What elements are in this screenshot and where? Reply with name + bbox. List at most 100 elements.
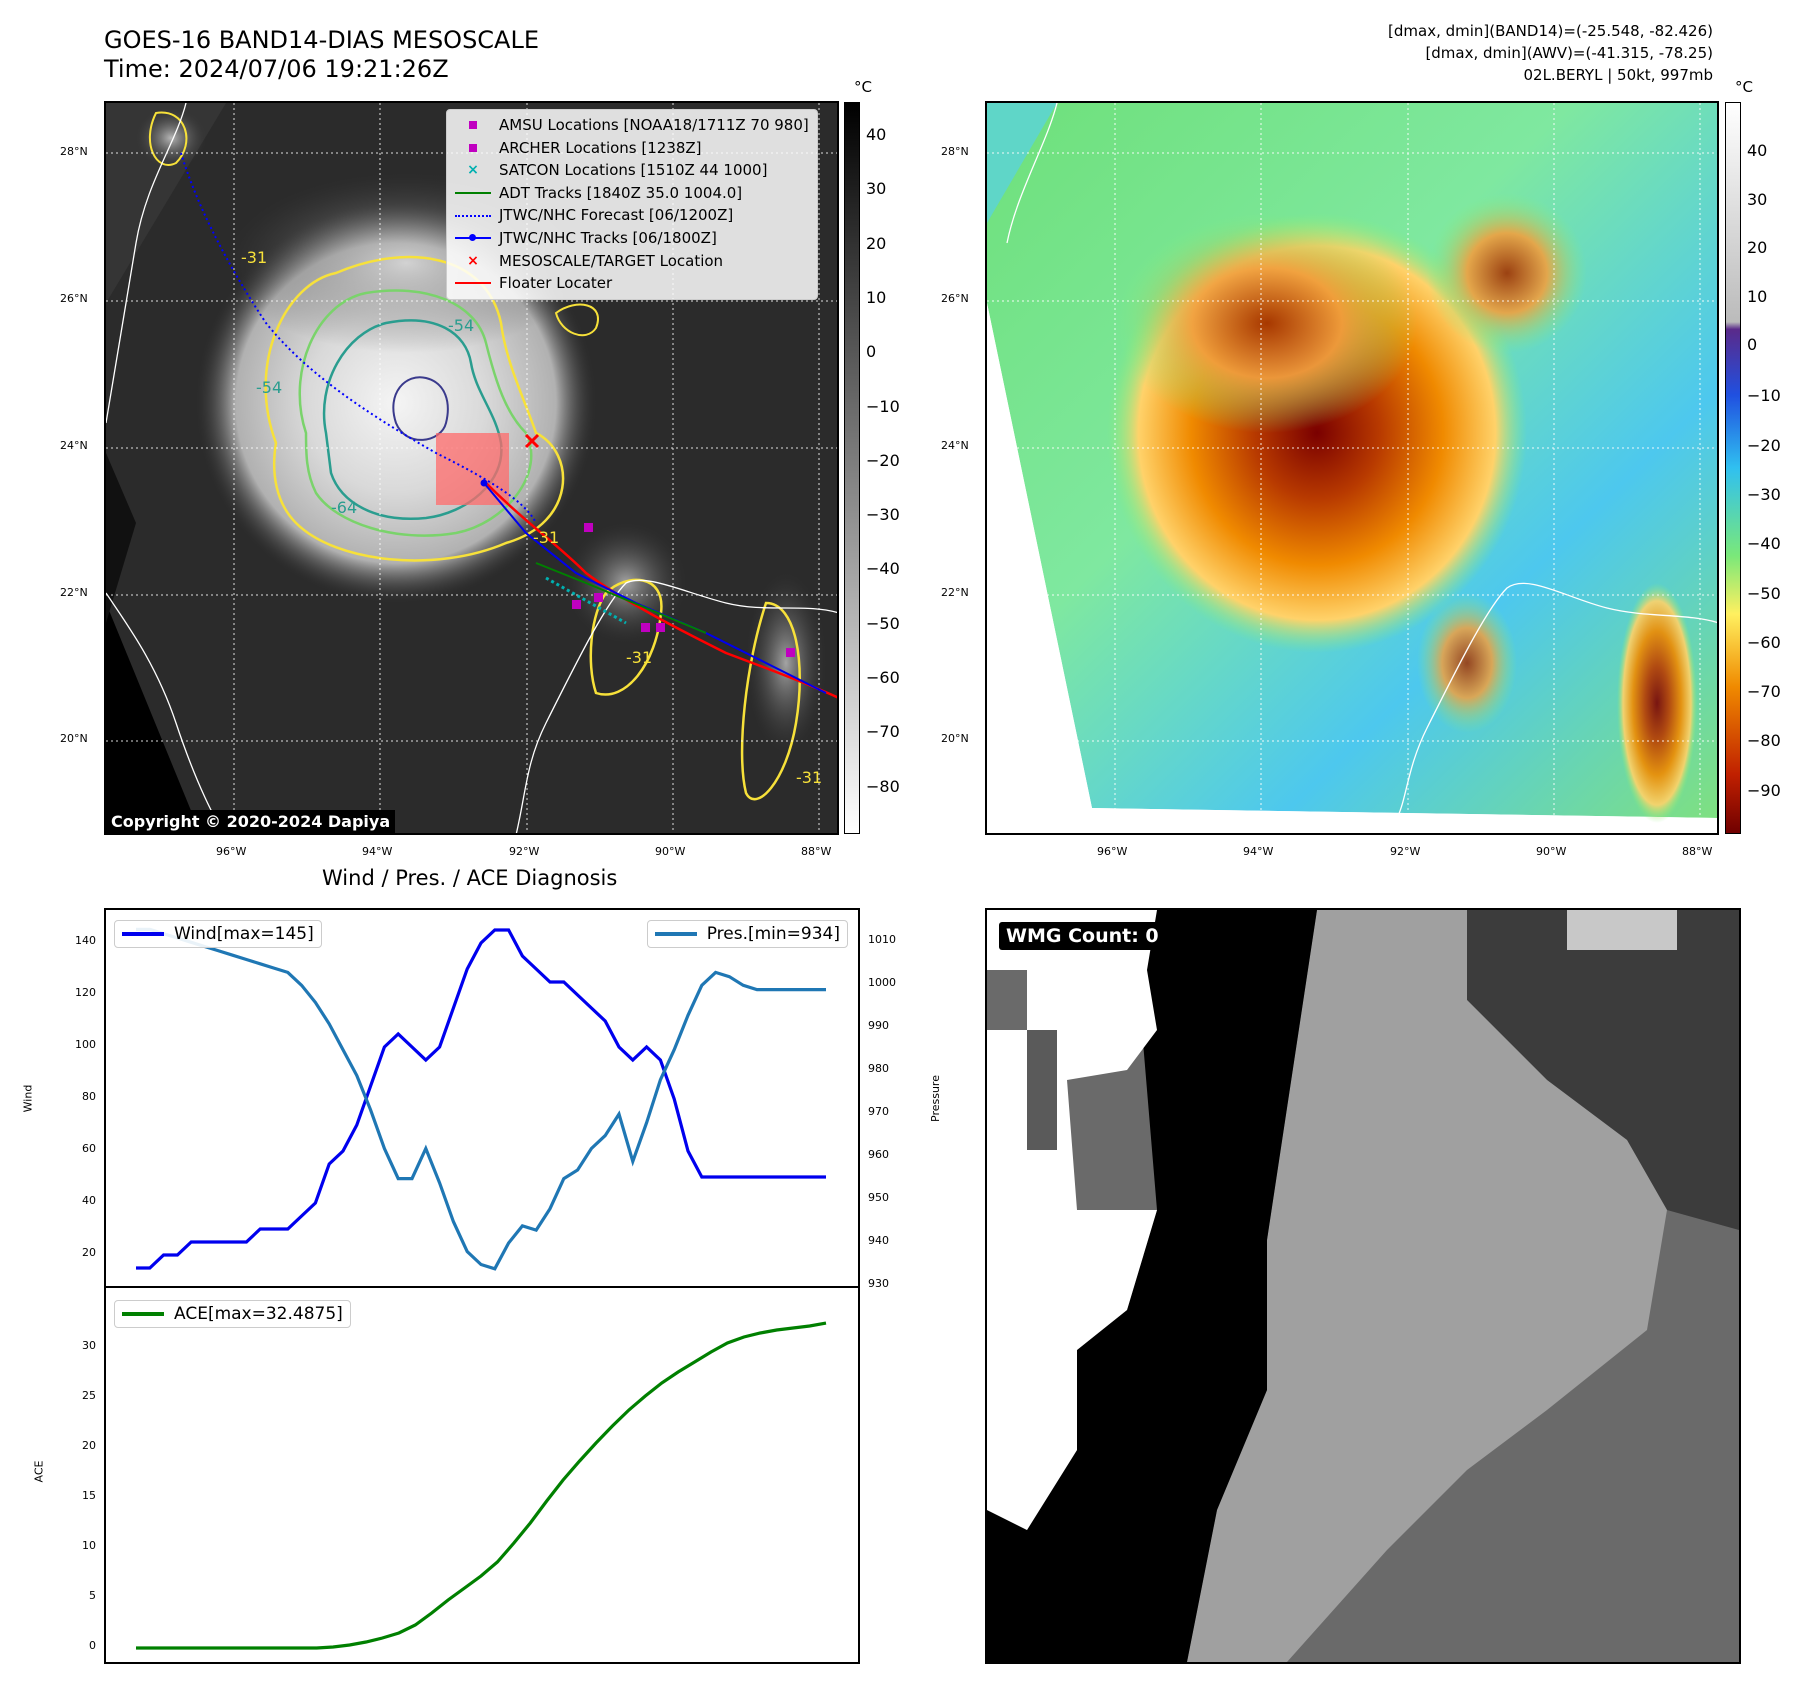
pressure-tick: 930 [868, 1277, 889, 1290]
left-satellite-map: -54 -54 -64 -31 -31 -31 -31 AMSU Locatio… [104, 101, 839, 835]
lon-label: 92°W [509, 845, 540, 858]
ace-tick: 5 [89, 1589, 96, 1602]
lat-label: 24°N [60, 439, 88, 452]
colorbar-tick: 30 [866, 179, 887, 199]
ace-series-line [136, 1321, 827, 1650]
lon-label: 94°W [362, 845, 393, 858]
ace-axis-label: ACE [32, 1460, 46, 1483]
legend-item-archer: ARCHER Locations [1238Z] [455, 137, 809, 160]
colorbar-tick: −60 [1747, 632, 1781, 652]
colorbar-tick: −70 [866, 722, 900, 742]
info-dmax-band14: [dmax, dmin](BAND14)=(-25.548, -82.426) [1388, 22, 1713, 40]
colorbar-tick: 10 [866, 287, 887, 307]
copyright-label: Copyright © 2020-2024 Dapiya [106, 810, 396, 833]
lon-label: 94°W [1243, 845, 1274, 858]
figure-title-line1: GOES-16 BAND14-DIAS MESOSCALE [104, 26, 540, 54]
lat-label: 20°N [60, 732, 88, 745]
x-marker-icon: × [467, 162, 479, 179]
pressure-tick: 940 [868, 1234, 889, 1248]
wind-tick: 80 [82, 1090, 96, 1103]
right-colorbar-unit: °C [1735, 78, 1753, 96]
pressure-tick: 1010 [868, 933, 896, 947]
square-marker-icon [455, 141, 491, 155]
colorbar-tick: −30 [866, 505, 900, 525]
dotted-line-icon [455, 209, 491, 223]
wind-line-icon [122, 932, 164, 936]
wind-tick: 40 [82, 1194, 96, 1207]
wind-tick: 100 [75, 1038, 96, 1051]
legend-item-floater: Floater Locater [455, 272, 809, 295]
colorbar-tick: 30 [1747, 189, 1768, 209]
wind-pressure-canvas [136, 927, 826, 1271]
colorbar-tick: −10 [1747, 386, 1781, 406]
wind-tick: 20 [82, 1246, 96, 1259]
colorbar-tick: −50 [1747, 583, 1781, 603]
colorbar-tick: −30 [1747, 484, 1781, 504]
pressure-tick: 970 [868, 1105, 889, 1119]
legend-item-satcon: × SATCON Locations [1510Z 44 1000] [455, 159, 809, 182]
ace-tick: 0 [89, 1639, 96, 1652]
line-icon [455, 186, 491, 200]
legend-item-adt: ADT Tracks [1840Z 35.0 1004.0] [455, 182, 809, 205]
lon-label: 90°W [655, 845, 686, 858]
colorbar-tick: −80 [866, 776, 900, 796]
wind-tick: 120 [75, 986, 96, 999]
line-icon [455, 276, 491, 290]
colorbar-tick: 40 [866, 125, 887, 144]
legend-item-target: × MESOSCALE/TARGET Location [455, 250, 809, 273]
ace-line-icon [122, 1312, 164, 1316]
colorbar-tick: 20 [1747, 238, 1768, 257]
lat-label: 22°N [60, 586, 88, 599]
diagnosis-title: Wind / Pres. / ACE Diagnosis [322, 866, 618, 890]
pressure-tick: 950 [868, 1191, 889, 1205]
contour-label: -54 [256, 378, 282, 397]
info-dmax-awv: [dmax, dmin](AWV)=(-41.315, -78.25) [1425, 44, 1713, 62]
pressure-tick: 980 [868, 1062, 889, 1076]
contour-label: -54 [448, 316, 474, 335]
left-colorbar [844, 102, 860, 834]
lat-label: 28°N [941, 145, 969, 158]
colorbar-tick: 0 [1747, 335, 1758, 354]
contour-label: -31 [796, 768, 822, 787]
ace-tick: 30 [82, 1339, 96, 1352]
lat-label: 28°N [60, 145, 88, 158]
ace-tick: 20 [82, 1439, 96, 1452]
lat-label: 22°N [941, 586, 969, 599]
right-colorbar [1725, 102, 1741, 834]
lon-label: 96°W [216, 845, 247, 858]
left-map-legend: AMSU Locations [NOAA18/1711Z 70 980] ARC… [446, 109, 818, 300]
wind-pressure-plot: Wind[max=145] Pres.[min=934] [104, 908, 860, 1288]
lat-label: 26°N [60, 292, 88, 305]
lon-label: 88°W [1682, 845, 1713, 858]
colorbar-tick: 40 [1747, 141, 1768, 160]
square-marker-icon [455, 118, 491, 132]
wind-legend: Wind[max=145] [114, 920, 322, 948]
wmg-canvas [987, 910, 1739, 1662]
left-colorbar-unit: °C [854, 78, 872, 96]
ace-tick: 15 [82, 1489, 96, 1502]
contour-label: -31 [241, 248, 267, 267]
pressure-tick: 1000 [868, 976, 896, 990]
lon-label: 90°W [1536, 845, 1567, 858]
ace-tick: 10 [82, 1539, 96, 1552]
ace-canvas [136, 1321, 827, 1650]
colorbar-tick: −60 [866, 668, 900, 687]
pressure-legend: Pres.[min=934] [646, 920, 848, 948]
colorbar-tick: −40 [866, 559, 900, 579]
lat-label: 26°N [941, 292, 969, 305]
contour-label: -31 [533, 528, 559, 547]
wmg-count-badge: WMG Count: 0 [999, 922, 1166, 950]
wind-tick: 60 [82, 1142, 96, 1155]
line-dot-icon [455, 231, 491, 245]
pressure-tick: 990 [868, 1019, 889, 1033]
x-marker-icon: × [467, 252, 479, 269]
right-map-canvas [987, 103, 1717, 833]
colorbar-tick: 20 [866, 233, 887, 253]
wind-series-line [136, 928, 826, 1270]
ace-tick: 25 [82, 1389, 96, 1402]
legend-item-forecast: JTWC/NHC Forecast [06/1200Z] [455, 204, 809, 227]
wind-tick: 140 [75, 934, 96, 947]
figure-title-line2: Time: 2024/07/06 19:21:26Z [104, 55, 449, 83]
colorbar-tick: 10 [1747, 286, 1768, 306]
colorbar-tick: −20 [866, 450, 900, 470]
